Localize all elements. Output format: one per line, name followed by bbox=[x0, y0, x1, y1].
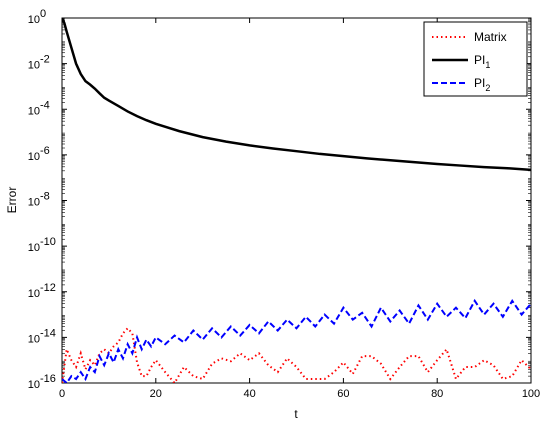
y-tick-base: 10 bbox=[28, 14, 40, 26]
y-tick-exponent: 0 bbox=[40, 8, 46, 20]
series-layer bbox=[62, 18, 531, 383]
legend-label-0: Matrix bbox=[474, 30, 507, 44]
legend-name: Matrix bbox=[474, 30, 507, 44]
y-tick-base: 10 bbox=[28, 242, 40, 254]
legend-subscript: 1 bbox=[485, 60, 490, 70]
y-tick-exponent: -8 bbox=[40, 191, 50, 203]
y-axis-title: Error bbox=[5, 187, 19, 214]
y-tick-base: 10 bbox=[28, 151, 40, 163]
y-tick-label: 10 bbox=[28, 105, 40, 117]
series-line-0 bbox=[62, 326, 531, 383]
legend-name: PI bbox=[474, 53, 485, 67]
x-axis-title: t bbox=[294, 407, 298, 421]
y-tick-base: 10 bbox=[28, 197, 40, 209]
legend-subscript: 2 bbox=[485, 83, 490, 93]
x-tick-label: 60 bbox=[337, 388, 349, 400]
legend-label-1: PI1 bbox=[474, 53, 490, 70]
x-tick-label: 100 bbox=[522, 388, 540, 400]
y-tick-label: 10 bbox=[28, 197, 40, 209]
y-tick-label: 10 bbox=[28, 288, 40, 300]
x-tick-label: 40 bbox=[243, 388, 255, 400]
y-tick-label: 10 bbox=[28, 379, 40, 391]
y-tick-exponent: -10 bbox=[40, 236, 56, 248]
y-tick-base: 10 bbox=[28, 379, 40, 391]
legend-label-2: PI2 bbox=[474, 76, 490, 93]
y-tick-label: 10 bbox=[28, 333, 40, 345]
y-tick-base: 10 bbox=[28, 60, 40, 72]
y-tick-exponent: -16 bbox=[40, 373, 56, 385]
axis-ticks bbox=[61, 17, 532, 384]
y-tick-exponent: -14 bbox=[40, 327, 56, 339]
x-tick-label: 80 bbox=[431, 388, 443, 400]
y-tick-exponent: -12 bbox=[40, 282, 56, 294]
y-tick-label: 10 bbox=[28, 14, 40, 26]
x-tick-label: 20 bbox=[150, 388, 162, 400]
y-tick-base: 10 bbox=[28, 333, 40, 345]
legend-name: PI bbox=[474, 76, 485, 90]
y-tick-exponent: -2 bbox=[40, 54, 50, 66]
y-tick-base: 10 bbox=[28, 288, 40, 300]
axis-tick-labels: 0 20 40 60 80 10010-1610-1410-1210-1010-810-6… bbox=[28, 8, 540, 400]
y-tick-base: 10 bbox=[28, 105, 40, 117]
series-line-1 bbox=[62, 18, 531, 172]
x-tick-label: 0 bbox=[59, 388, 65, 400]
y-tick-exponent: -4 bbox=[40, 99, 50, 111]
y-tick-label: 10 bbox=[28, 151, 40, 163]
series-line-2 bbox=[62, 298, 531, 383]
y-tick-label: 10 bbox=[28, 60, 40, 72]
y-tick-exponent: -6 bbox=[40, 145, 50, 157]
y-tick-label: 10 bbox=[28, 242, 40, 254]
